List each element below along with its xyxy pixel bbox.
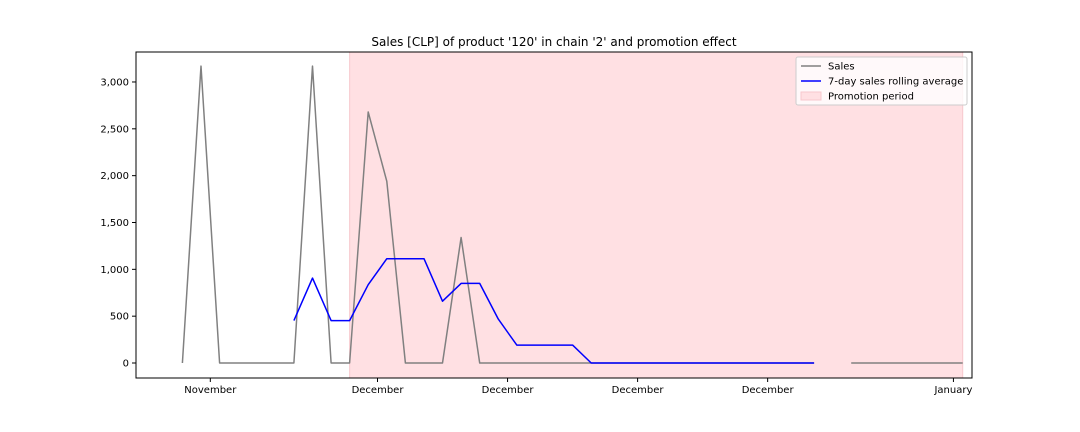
y-tick-label: 1,000 [100,265,129,276]
x-tick-label: January [933,385,972,396]
x-tick-label: December [482,385,535,396]
x-tick-label: November [184,385,237,396]
chart-title: Sales [CLP] of product '120' in chain '2… [371,35,736,49]
promotion-period-band [349,51,964,379]
rolling-average-line-segment-0 [293,257,815,364]
x-tick-label: December [352,385,405,396]
legend-promotion-label: Promotion period [828,92,914,103]
plot-area-frame [135,51,973,379]
y-axis: 0 500 1,000 1,500 2,000 2,500 3,000 [100,77,136,370]
y-tick-label: 2,000 [100,171,129,182]
y-tick-label: 3,000 [100,77,129,88]
series-lines [181,65,963,364]
legend-box [795,56,968,106]
y-tick-label: 500 [110,312,129,323]
x-axis: November December December December December… [184,378,972,396]
legend-rolling-average-label: 7-day sales rolling average [828,77,963,88]
y-tick-label: 0 [123,359,129,370]
x-tick-label: December [742,385,795,396]
promotion-band-rect [349,51,964,379]
y-tick-label: 2,500 [100,124,129,135]
y-tick-label: 1,500 [100,218,129,229]
legend-promotion-swatch [800,91,822,101]
x-tick-label: December [612,385,665,396]
legend-sales-label: Sales [828,62,855,73]
legend: Sales 7-day sales rolling average Promot… [795,56,968,106]
